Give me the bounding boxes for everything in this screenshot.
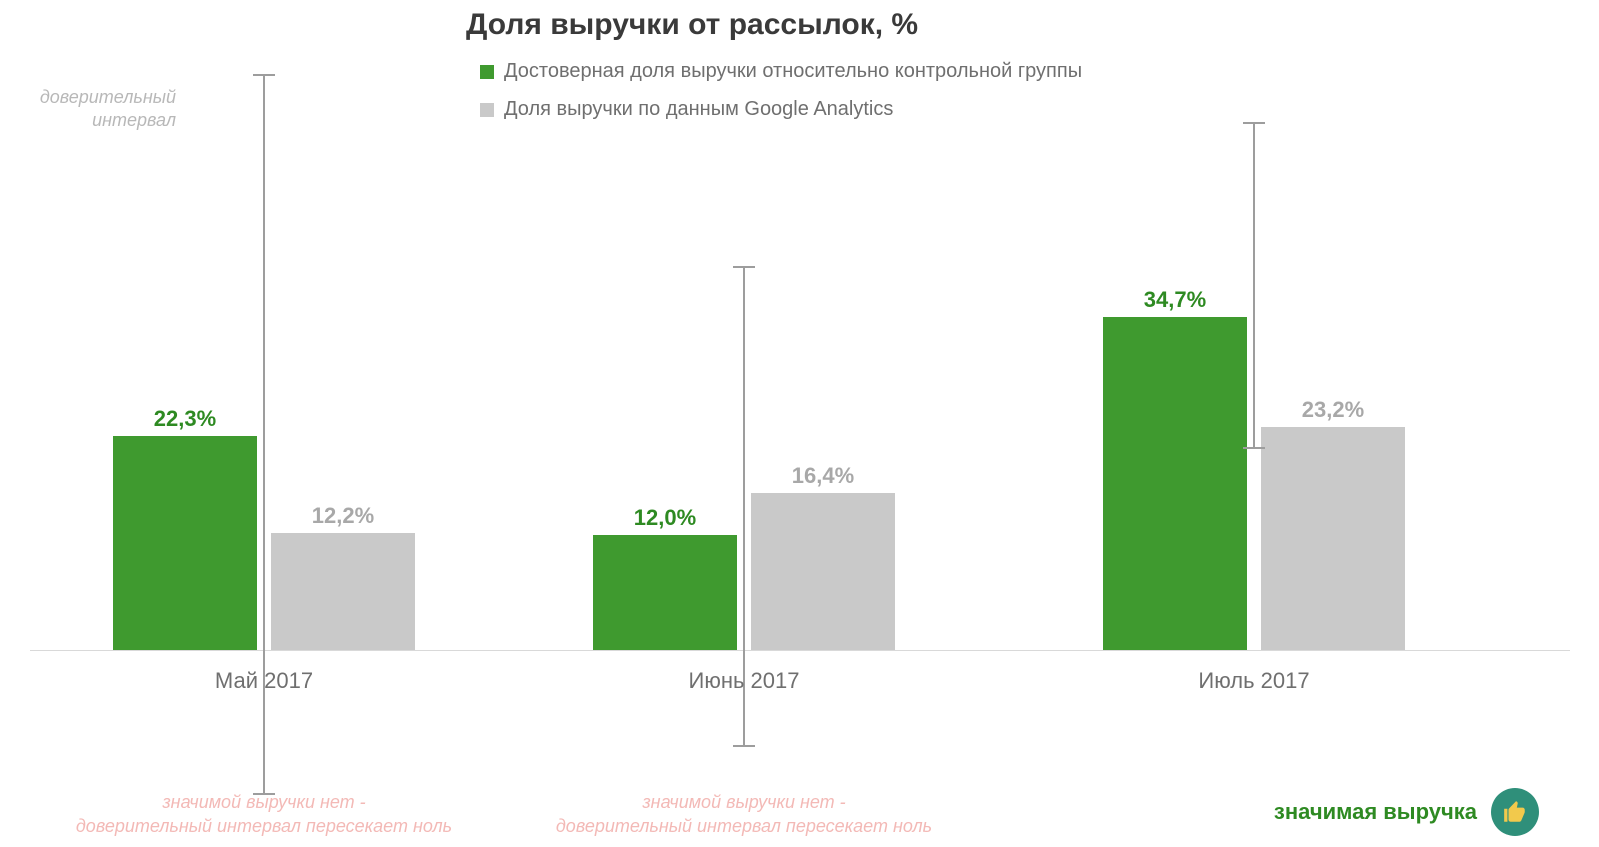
ci-whisker-cap	[253, 74, 275, 76]
thumbs-up-icon	[1491, 788, 1539, 836]
ci-whisker-cap	[1243, 122, 1265, 124]
footnote-significant-text: значимая выручка	[1274, 799, 1477, 825]
bar-ga-label: 16,4%	[751, 463, 895, 489]
ci-whisker-cap	[1243, 447, 1265, 449]
bar-ga	[751, 493, 895, 650]
plot-area: 22,3% 12,2% Май 2017 12,0% 16,4% Июнь 2017 34,…	[30, 0, 1570, 847]
footnote-significant: значимая выручка	[1274, 788, 1539, 836]
bar-ga	[1261, 427, 1405, 650]
category-label: Июнь 2017	[624, 668, 864, 694]
category-label: Июль 2017	[1134, 668, 1374, 694]
x-axis-baseline	[30, 650, 1570, 651]
footnote-line: значимой выручки нет -	[34, 790, 494, 814]
bar-ga-label: 23,2%	[1261, 397, 1405, 423]
revenue-share-chart: Доля выручки от рассылок, %Достоверная д…	[0, 0, 1599, 847]
footnote-line: доверительный интервал пересекает ноль	[514, 814, 974, 838]
bar-ga	[271, 533, 415, 650]
bar-reliable-label: 12,0%	[593, 505, 737, 531]
bar-reliable	[1103, 317, 1247, 650]
bar-reliable-label: 22,3%	[113, 406, 257, 432]
bar-reliable	[113, 436, 257, 650]
ci-whisker	[1253, 122, 1255, 448]
footnote-line: значимой выручки нет -	[514, 790, 974, 814]
ci-whisker-cap	[733, 266, 755, 268]
footnote-line: доверительный интервал пересекает ноль	[34, 814, 494, 838]
category-label: Май 2017	[144, 668, 384, 694]
bar-ga-label: 12,2%	[271, 503, 415, 529]
ci-whisker-cap	[733, 745, 755, 747]
bar-reliable-label: 34,7%	[1103, 287, 1247, 313]
footnote-insignificant: значимой выручки нет -доверительный инте…	[34, 790, 494, 839]
footnote-insignificant: значимой выручки нет -доверительный инте…	[514, 790, 974, 839]
bar-reliable	[593, 535, 737, 650]
